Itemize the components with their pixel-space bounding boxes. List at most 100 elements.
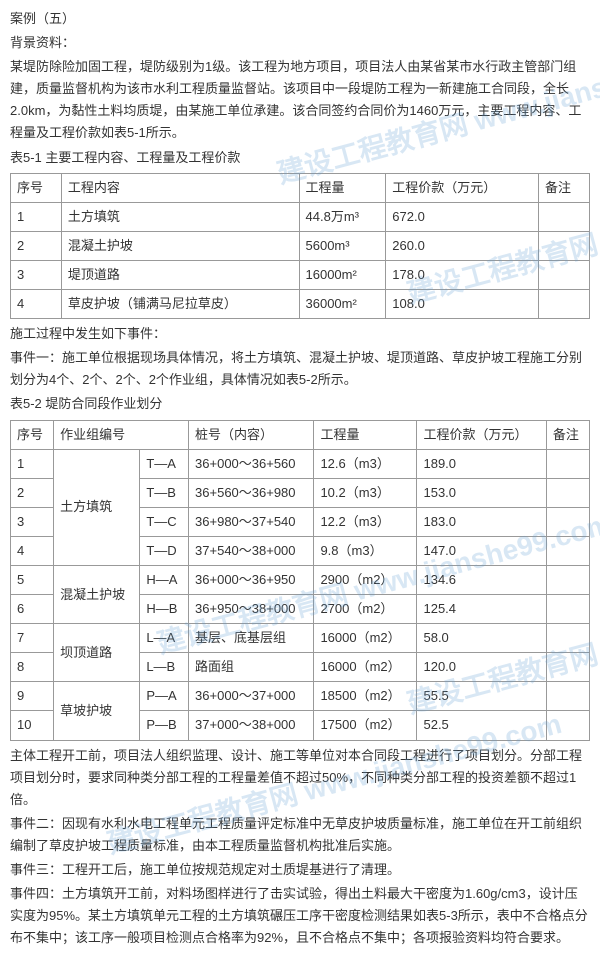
td: 37+540～38+000 [189, 536, 314, 565]
td: 36+000～37+000 [189, 682, 314, 711]
case-title: 案例（五） [10, 8, 590, 30]
th: 序号 [11, 173, 62, 202]
th: 工程量 [299, 173, 386, 202]
td: 堤顶道路 [61, 260, 299, 289]
table1-caption: 表5-1 主要工程内容、工程量及工程价款 [10, 147, 590, 169]
td [539, 202, 590, 231]
td: L—B [140, 653, 189, 682]
table-row: 5 混凝土护坡 H—A 36+000～36+950 2900（m2） 134.6 [11, 565, 590, 594]
td: 2 [11, 231, 62, 260]
th: 工程价款（万元） [417, 420, 546, 449]
td [546, 682, 589, 711]
th: 作业组编号 [54, 420, 189, 449]
table-row: 1 土方填筑 T—A 36+000～36+560 12.6（m3） 189.0 [11, 449, 590, 478]
td-group: 草坡护坡 [54, 682, 140, 740]
td: 125.4 [417, 595, 546, 624]
th: 工程价款（万元） [386, 173, 539, 202]
td: 153.0 [417, 478, 546, 507]
td: L—A [140, 624, 189, 653]
td [539, 260, 590, 289]
td: 108.0 [386, 290, 539, 319]
td: 1 [11, 202, 62, 231]
td: 36+980～37+540 [189, 507, 314, 536]
td: 178.0 [386, 260, 539, 289]
event1-text: 事件一：施工单位根据现场具体情况，将土方填筑、混凝土护坡、堤顶道路、草皮护坡工程… [10, 347, 590, 391]
td [546, 536, 589, 565]
th: 备注 [546, 420, 589, 449]
td: T—B [140, 478, 189, 507]
td: 4 [11, 290, 62, 319]
td: T—C [140, 507, 189, 536]
td: 147.0 [417, 536, 546, 565]
td: 混凝土护坡 [61, 231, 299, 260]
td: 16000m² [299, 260, 386, 289]
td: 37+000～38+000 [189, 711, 314, 740]
td: 草皮护坡（铺满马尼拉草皮） [61, 290, 299, 319]
td: 12.2（m3） [314, 507, 417, 536]
td: H—B [140, 595, 189, 624]
td: 36+000～36+560 [189, 449, 314, 478]
td [546, 653, 589, 682]
table-row: 3 堤顶道路 16000m² 178.0 [11, 260, 590, 289]
td: 路面组 [189, 653, 314, 682]
td: 260.0 [386, 231, 539, 260]
td [546, 711, 589, 740]
td: 3 [11, 507, 54, 536]
td: 16000（m2） [314, 624, 417, 653]
td: 120.0 [417, 653, 546, 682]
td: 12.6（m3） [314, 449, 417, 478]
td-group: 坝顶道路 [54, 624, 140, 682]
table-5-1: 序号 工程内容 工程量 工程价款（万元） 备注 1 土方填筑 44.8万m³ 6… [10, 173, 590, 319]
td: T—D [140, 536, 189, 565]
event4-text: 事件四：土方填筑开工前，对料场图样进行了击实试验，得出土料最大干密度为1.60g… [10, 883, 590, 949]
td: 2700（m2） [314, 595, 417, 624]
td: 9 [11, 682, 54, 711]
td: 6 [11, 595, 54, 624]
td: 基层、底基层组 [189, 624, 314, 653]
th: 工程量 [314, 420, 417, 449]
td: 2900（m2） [314, 565, 417, 594]
td: T—A [140, 449, 189, 478]
td [546, 565, 589, 594]
td: 土方填筑 [61, 202, 299, 231]
td [546, 478, 589, 507]
table-5-2: 序号 作业组编号 桩号（内容） 工程量 工程价款（万元） 备注 1 土方填筑 T… [10, 420, 590, 741]
td: 17500（m2） [314, 711, 417, 740]
td: 10 [11, 711, 54, 740]
event3-text: 事件三：工程开工后，施工单位按规范规定对土质堤基进行了清理。 [10, 859, 590, 881]
td: 5 [11, 565, 54, 594]
td: 1 [11, 449, 54, 478]
td: P—B [140, 711, 189, 740]
after-table2-text: 主体工程开工前，项目法人组织监理、设计、施工等单位对本合同段工程进行了项目划分。… [10, 745, 590, 811]
events-intro: 施工过程中发生如下事件： [10, 323, 590, 345]
td [546, 624, 589, 653]
th: 桩号（内容） [189, 420, 314, 449]
bg-text: 某堤防除险加固工程，堤防级别为1级。该工程为地方项目，项目法人由某省某市水行政主… [10, 56, 590, 144]
td: 36000m² [299, 290, 386, 319]
td-group: 土方填筑 [54, 449, 140, 565]
table-row: 2 混凝土护坡 5600m³ 260.0 [11, 231, 590, 260]
td: 10.2（m3） [314, 478, 417, 507]
td: 36+000～36+950 [189, 565, 314, 594]
table-row: 4 草皮护坡（铺满马尼拉草皮） 36000m² 108.0 [11, 290, 590, 319]
table2-caption: 表5-2 堤防合同段作业划分 [10, 393, 590, 415]
td-group: 混凝土护坡 [54, 565, 140, 623]
td: 16000（m2） [314, 653, 417, 682]
td: 189.0 [417, 449, 546, 478]
table-header-row: 序号 作业组编号 桩号（内容） 工程量 工程价款（万元） 备注 [11, 420, 590, 449]
td [546, 449, 589, 478]
td: 9.8（m3） [314, 536, 417, 565]
table-row: 7 坝顶道路 L—A 基层、底基层组 16000（m2） 58.0 [11, 624, 590, 653]
td: 4 [11, 536, 54, 565]
td: 52.5 [417, 711, 546, 740]
td: 8 [11, 653, 54, 682]
td: 55.5 [417, 682, 546, 711]
td: 5600m³ [299, 231, 386, 260]
td [539, 231, 590, 260]
td [539, 290, 590, 319]
th: 序号 [11, 420, 54, 449]
td: 134.6 [417, 565, 546, 594]
td: 7 [11, 624, 54, 653]
td: 3 [11, 260, 62, 289]
td [546, 507, 589, 536]
